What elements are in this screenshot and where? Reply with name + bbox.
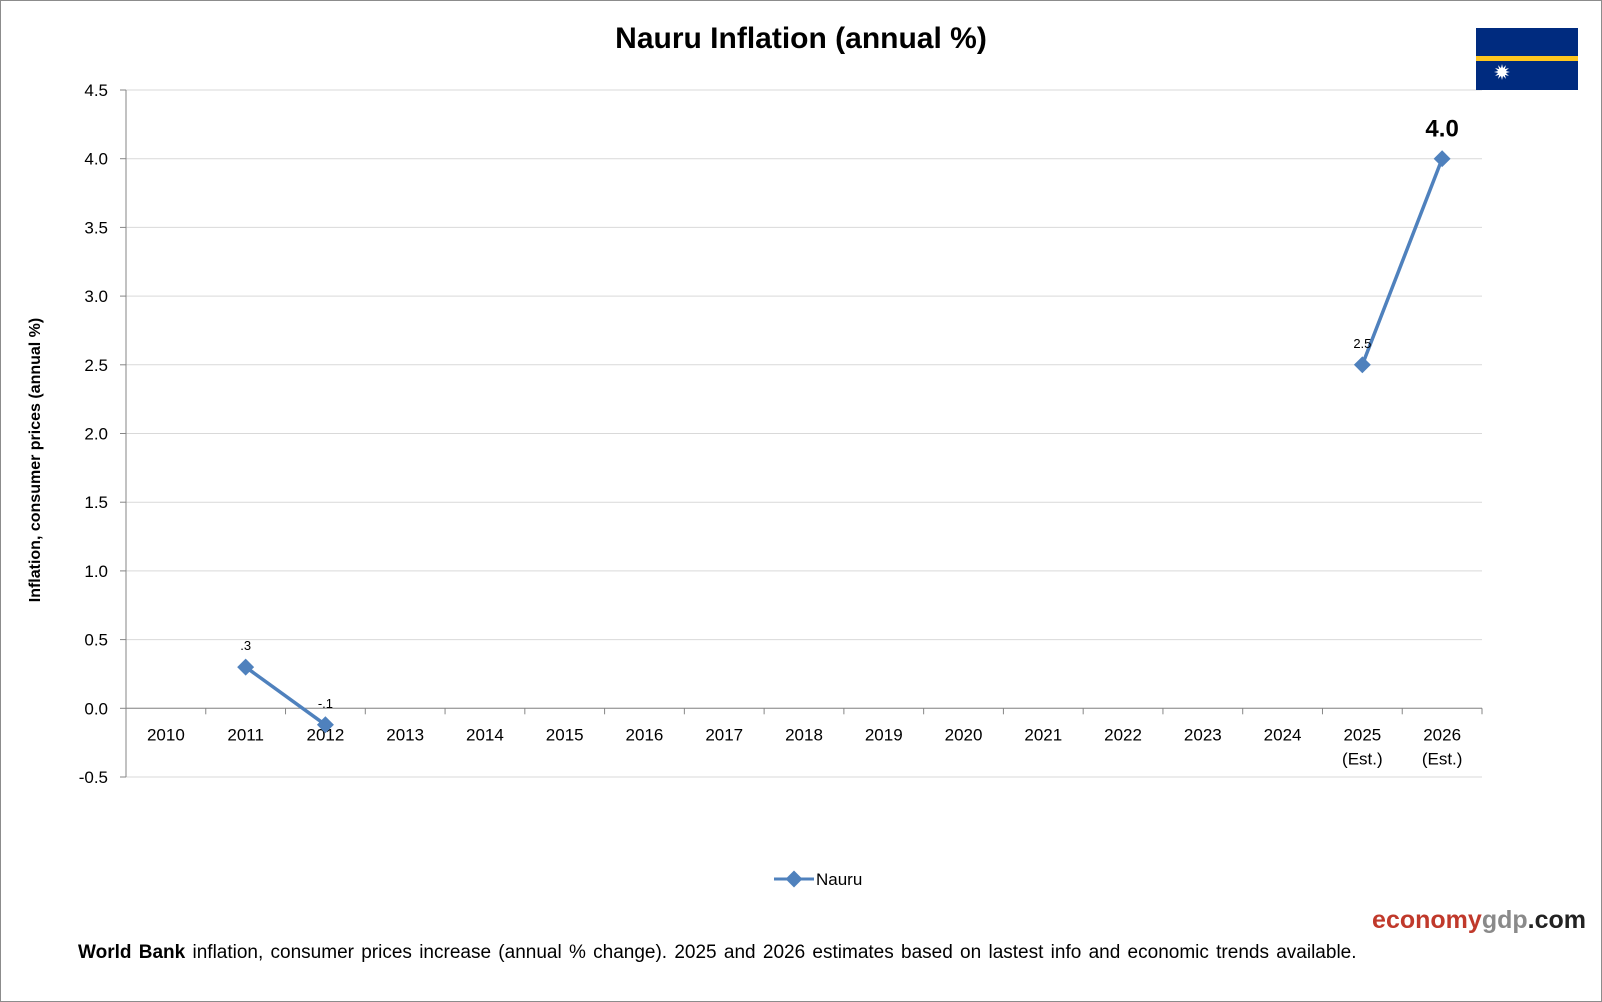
legend-marker [785, 870, 803, 888]
x-tick-label: 2017 [705, 725, 743, 744]
x-tick-label: 2024 [1264, 725, 1302, 744]
brand-part-economy: economy [1372, 906, 1482, 934]
gridlines [126, 89, 1482, 778]
x-tick-label: 2025 [1343, 725, 1381, 744]
data-label: -.1 [318, 696, 333, 711]
x-tick-label: 2021 [1024, 725, 1062, 744]
data-point [1433, 150, 1451, 168]
x-tick-label: 2014 [466, 725, 504, 744]
data-point [1353, 356, 1371, 374]
data-point [237, 658, 255, 676]
y-tick-label: 1.0 [84, 562, 108, 581]
x-tick-label: 2026 [1423, 725, 1461, 744]
y-tick-label: 2.0 [84, 425, 108, 444]
x-tick-label: 2013 [386, 725, 424, 744]
y-tick-label: 3.5 [84, 218, 108, 237]
data-label: 4.0 [1425, 116, 1458, 143]
x-tick-label: 2020 [945, 725, 983, 744]
x-tick-label: 2018 [785, 725, 823, 744]
series-nauru: .3 -.1 2.5 4.0 [237, 116, 1459, 734]
series-line-segment [1360, 158, 1444, 366]
y-tick-label: 4.0 [84, 150, 108, 169]
brand-part-com: .com [1527, 906, 1586, 934]
x-tick-label: 2016 [626, 725, 664, 744]
y-tick-label: 2.5 [84, 356, 108, 375]
x-tick-label: 2019 [865, 725, 903, 744]
y-tick-label: 1.5 [84, 493, 108, 512]
x-tick-label: 2015 [546, 725, 584, 744]
data-point [316, 716, 334, 734]
y-tick-label: 4.5 [84, 81, 108, 100]
x-tick-label: 2011 [227, 725, 264, 744]
y-tick-label: 0.0 [84, 699, 108, 718]
y-tick-label: -0.5 [79, 768, 108, 787]
x-tick-sublabel: (Est.) [1422, 749, 1463, 768]
series-line-segment [244, 665, 327, 727]
legend: Nauru [774, 870, 862, 889]
y-axis-label: Inflation, consumer prices (annual %) [27, 318, 44, 603]
x-tick-label: 2023 [1184, 725, 1222, 744]
footer-note: World Bank inflation, consumer prices in… [78, 942, 1357, 964]
data-label: 2.5 [1353, 336, 1371, 351]
footer-note-text: inflation, consumer prices increase (ann… [185, 942, 1357, 963]
legend-label: Nauru [816, 870, 862, 889]
x-tick-label: 2022 [1104, 725, 1142, 744]
data-label: .3 [240, 638, 251, 653]
axes: 4.5 4.0 3.5 3.0 2.5 2.0 1.5 1.0 0.5 0.0 -0.5 2010 20… [79, 81, 1483, 787]
brand-part-gdp: gdp [1481, 906, 1528, 934]
x-tick-label: 2012 [306, 725, 344, 744]
brand-logo[interactable]: economygdp.com [1372, 906, 1586, 935]
y-tick-label: 3.0 [84, 287, 108, 306]
nauru-flag-icon [1476, 28, 1578, 90]
x-tick-sublabel: (Est.) [1342, 749, 1383, 768]
y-tick-label: 0.5 [84, 631, 108, 650]
x-tick-label: 2010 [147, 725, 185, 744]
footer-source: World Bank [78, 942, 186, 963]
chart-title: Nauru Inflation (annual %) [615, 22, 987, 55]
flag-star-icon [1494, 64, 1510, 80]
